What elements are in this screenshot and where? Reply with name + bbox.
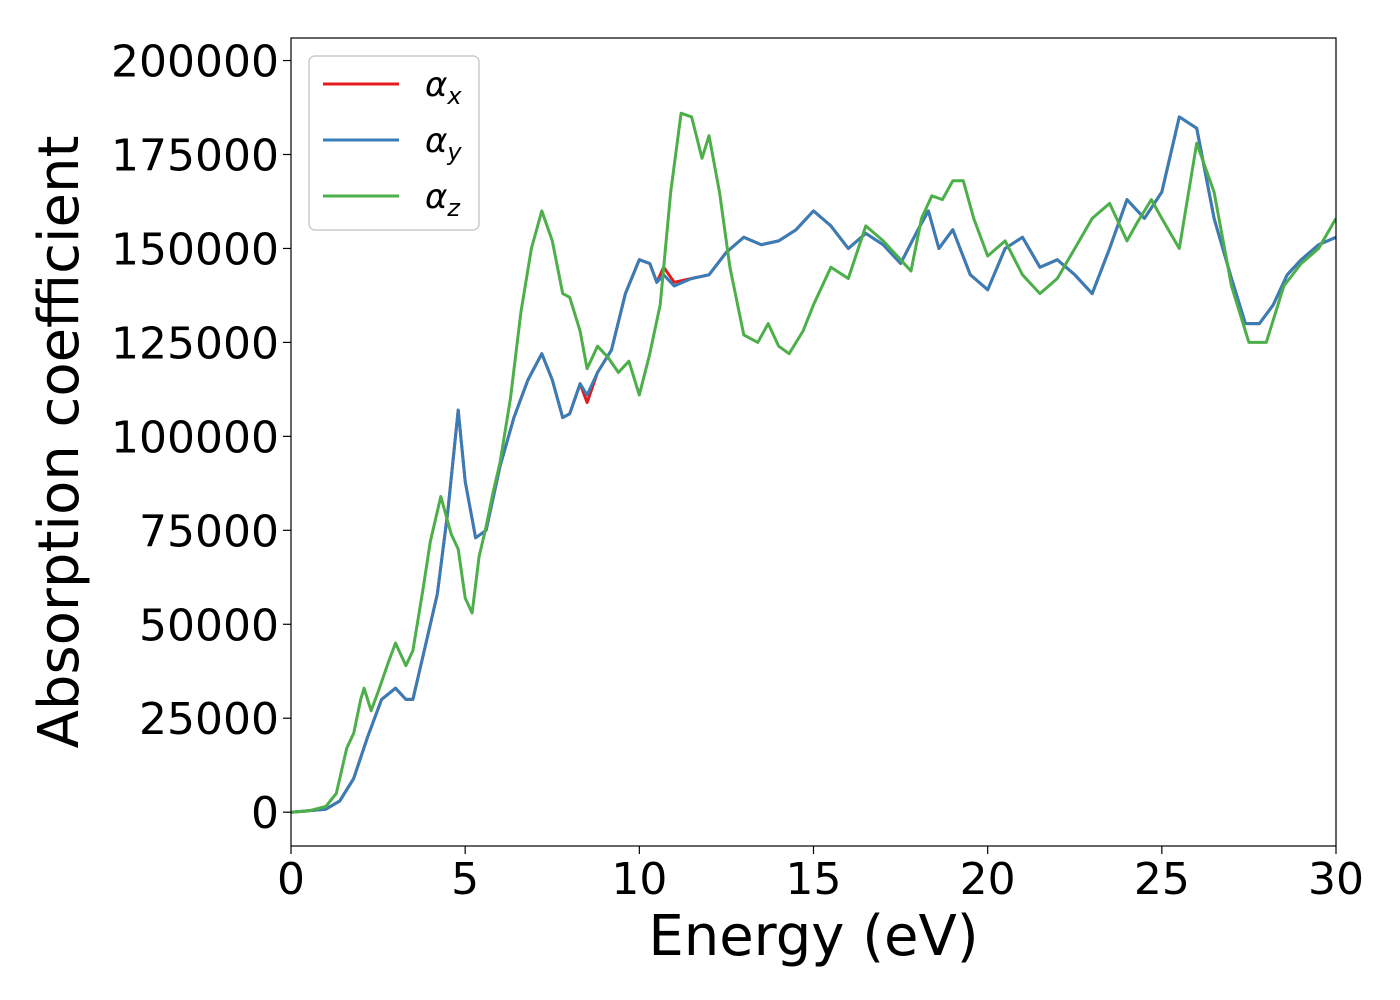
legend: αx αy αz xyxy=(308,55,480,231)
legend-label: αy xyxy=(425,121,462,166)
y-tick-label: 100000 xyxy=(111,412,279,463)
y-tick-label: 125000 xyxy=(111,318,279,369)
y-tick-label: 75000 xyxy=(139,506,279,557)
legend-label: αx xyxy=(425,65,462,110)
axes: 0 5 10 15 20 25 30 0 25000 50000 75000 100000 125000… xyxy=(111,37,1364,905)
x-axis-title: Energy (eV) xyxy=(648,904,978,969)
x-tick-label: 0 xyxy=(277,854,305,905)
y-tick-label: 200000 xyxy=(111,37,279,88)
x-tick-label: 10 xyxy=(611,854,667,905)
plot-area xyxy=(291,111,1336,814)
y-tick-label: 50000 xyxy=(139,600,279,651)
y-axis-title: Absorption coefficient xyxy=(27,136,92,749)
legend-entry-y: αy xyxy=(323,121,462,166)
x-tick-label: 20 xyxy=(960,854,1016,905)
y-tick-label: 0 xyxy=(251,788,279,839)
series-line-z xyxy=(291,111,1336,814)
legend-entry-x: αx xyxy=(323,65,462,110)
legend-entry-z: αz xyxy=(323,177,461,222)
x-tick-label: 25 xyxy=(1134,854,1190,905)
legend-label: αz xyxy=(425,177,461,222)
y-tick-label: 25000 xyxy=(139,694,279,745)
x-tick-label: 30 xyxy=(1308,854,1364,905)
legend-box xyxy=(308,55,480,231)
y-tick-label: 150000 xyxy=(111,224,279,275)
x-tick-label: 15 xyxy=(786,854,842,905)
x-tick-label: 5 xyxy=(451,854,479,905)
y-tick-label: 175000 xyxy=(111,131,279,182)
